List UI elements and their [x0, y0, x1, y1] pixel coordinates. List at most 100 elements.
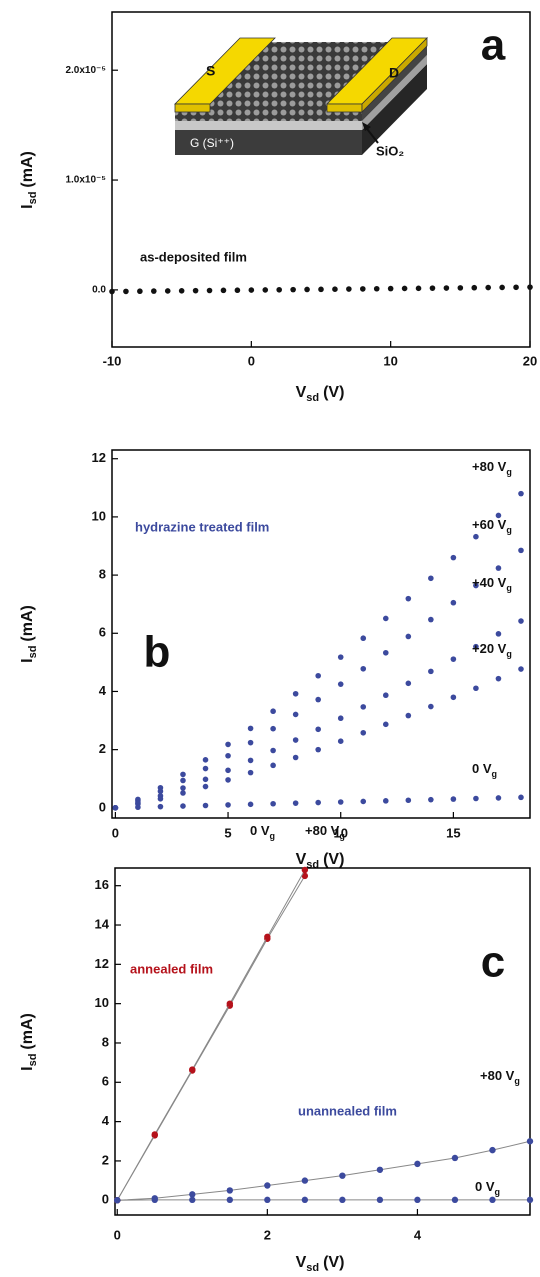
y-tick-label: 10 — [95, 995, 109, 1010]
y-tick-label: 4 — [102, 1113, 110, 1128]
gate-label: G (Si⁺⁺) — [190, 136, 234, 150]
series-sub: g — [506, 525, 512, 535]
series-sub: g — [506, 583, 512, 593]
data-point — [518, 618, 524, 624]
data-point — [471, 284, 478, 291]
data-point — [414, 1160, 421, 1168]
data-point — [450, 554, 457, 561]
series-label: +60 Vg — [472, 517, 512, 535]
data-point — [220, 287, 227, 294]
data-point — [151, 288, 157, 294]
data-point — [202, 765, 209, 772]
data-point — [292, 711, 299, 718]
data-point — [451, 1196, 459, 1204]
data-point — [290, 286, 296, 293]
y-tick-label: 2.0x10⁻⁵ — [65, 65, 106, 76]
x-tick-label: -10 — [103, 353, 122, 368]
data-point — [178, 287, 185, 294]
plot-frame — [111, 449, 531, 819]
data-point — [337, 681, 344, 687]
data-point — [450, 656, 457, 662]
label-sub: sd — [306, 392, 319, 404]
drain-front — [326, 103, 363, 113]
data-point — [225, 741, 231, 748]
data-point — [164, 288, 171, 294]
data-point — [457, 285, 464, 291]
x-tick-label: 0 — [248, 353, 255, 368]
data-point — [270, 747, 276, 754]
y-tick-label: 0 — [99, 799, 106, 814]
annotation: unannealed film — [298, 1103, 397, 1118]
data-point — [189, 1066, 196, 1073]
plot-frame — [114, 867, 531, 1216]
data-point — [526, 1138, 534, 1145]
x-tick-label: 10 — [383, 353, 397, 368]
series-name: +60 V — [472, 517, 507, 532]
data-point — [264, 933, 271, 941]
label-unit: (mA) — [19, 605, 36, 641]
series-label: 0 Vg — [475, 1179, 500, 1197]
data-point — [157, 788, 164, 795]
data-point — [332, 286, 338, 292]
series-sub: g — [492, 769, 498, 779]
y-axis-label: Isd (mA) — [19, 1013, 39, 1071]
data-point — [360, 286, 366, 292]
data-point — [192, 287, 199, 294]
data-point — [315, 672, 321, 679]
y-tick-label: 14 — [95, 916, 110, 931]
data-point — [428, 703, 434, 710]
data-point — [473, 643, 479, 650]
label-main: I — [19, 204, 36, 208]
data-point — [304, 286, 310, 293]
y-tick-label: 0.0 — [92, 285, 106, 296]
data-point — [382, 721, 389, 728]
data-point — [180, 785, 186, 791]
x-tick-label: 0 — [112, 825, 119, 840]
data-point — [247, 739, 254, 746]
data-point — [180, 777, 186, 784]
data-point — [473, 533, 479, 540]
data-point — [405, 712, 412, 719]
data-point — [376, 1196, 384, 1204]
oxide-front — [175, 121, 362, 130]
series-name: +20 V — [472, 641, 507, 656]
data-point — [360, 729, 367, 736]
data-point — [318, 286, 324, 293]
data-point — [495, 675, 502, 682]
data-point — [189, 1196, 196, 1204]
annotation: as-deposited film — [140, 249, 247, 264]
data-point — [225, 752, 231, 759]
data-point — [405, 595, 412, 602]
data-point — [495, 795, 502, 801]
data-point — [180, 771, 186, 778]
y-tick-label: 6 — [102, 1074, 109, 1089]
data-point — [518, 490, 524, 497]
data-point — [264, 1196, 271, 1204]
data-point — [495, 512, 502, 519]
data-point — [247, 757, 254, 764]
data-point — [485, 284, 492, 291]
series-label: +40 Vg — [472, 575, 512, 593]
gate-side — [362, 64, 427, 155]
series-sub: g — [339, 831, 345, 841]
series-sub: g — [495, 1187, 501, 1197]
data-point — [151, 1131, 158, 1138]
y-tick-label: 2 — [99, 741, 106, 756]
data-point — [401, 285, 408, 292]
data-point — [114, 1197, 121, 1204]
oxide-arrowhead — [362, 122, 371, 131]
series-name: 0 V — [472, 761, 492, 776]
data-point — [473, 582, 479, 589]
data-point — [360, 704, 367, 710]
series-label: +20 Vg — [472, 641, 512, 659]
data-point — [376, 1166, 384, 1173]
label-unit: (V) — [323, 1254, 344, 1271]
data-point — [428, 616, 434, 623]
y-tick-label: 2 — [102, 1152, 109, 1167]
annotation: annealed film — [130, 961, 213, 976]
data-point — [443, 285, 450, 291]
data-point — [337, 738, 344, 744]
label-sub: sd — [27, 192, 39, 205]
data-point — [226, 1187, 234, 1194]
